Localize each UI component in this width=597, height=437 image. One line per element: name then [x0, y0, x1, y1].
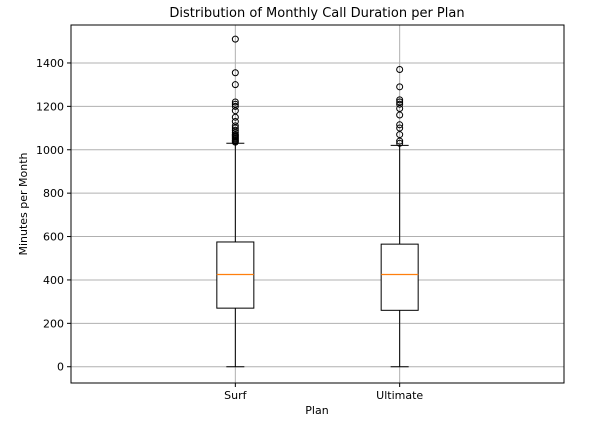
x-tick-label: Surf — [224, 389, 247, 402]
outlier-point — [396, 139, 404, 147]
y-tick-label: 0 — [57, 361, 64, 374]
x-axis-label: Plan — [305, 404, 328, 417]
outlier-point — [396, 121, 404, 129]
outlier-point — [396, 105, 404, 113]
outlier-point — [396, 111, 404, 119]
y-tick-label: 200 — [43, 317, 64, 330]
chart-title: Distribution of Monthly Call Duration pe… — [169, 6, 464, 21]
box-surf — [216, 35, 255, 368]
outlier-point — [231, 35, 239, 43]
outlier-point — [231, 118, 239, 126]
outlier-point — [396, 96, 404, 104]
outlier-point — [231, 81, 239, 89]
outlier-point — [396, 98, 404, 106]
outlier-point — [231, 107, 239, 115]
y-axis: 0 200 400 600 800 1000 1200 1400 — [36, 57, 71, 374]
y-tick-label: 1400 — [36, 57, 64, 70]
outlier-point — [396, 100, 404, 108]
y-tick-label: 600 — [43, 231, 64, 244]
outlier-point — [396, 83, 404, 91]
outlier-point — [231, 113, 239, 121]
outlier-point — [231, 98, 239, 106]
outlier-point — [396, 137, 404, 145]
x-axis: Surf Ultimate — [224, 383, 423, 402]
y-tick-label: 400 — [43, 274, 64, 287]
outlier-point — [396, 65, 404, 73]
outlier-point — [231, 131, 239, 139]
outlier-point — [231, 126, 239, 134]
plot-frame — [70, 24, 565, 384]
outlier-point — [231, 100, 239, 108]
boxes — [216, 35, 419, 368]
box-ultimate — [380, 65, 419, 368]
y-tick-label: 1200 — [36, 100, 64, 113]
x-tick-label: Ultimate — [376, 389, 423, 402]
outlier-point — [396, 131, 404, 139]
outlier-point — [231, 69, 239, 77]
grid — [71, 25, 564, 383]
outlier-point — [231, 124, 239, 132]
outlier-point — [231, 102, 239, 110]
outlier-point — [231, 128, 239, 136]
outlier-point — [231, 122, 239, 130]
iqr-box — [380, 243, 419, 311]
y-tick-label: 800 — [43, 187, 64, 200]
y-tick-label: 1000 — [36, 144, 64, 157]
y-axis-label: Minutes per Month — [17, 152, 30, 255]
outlier-point — [396, 124, 404, 132]
